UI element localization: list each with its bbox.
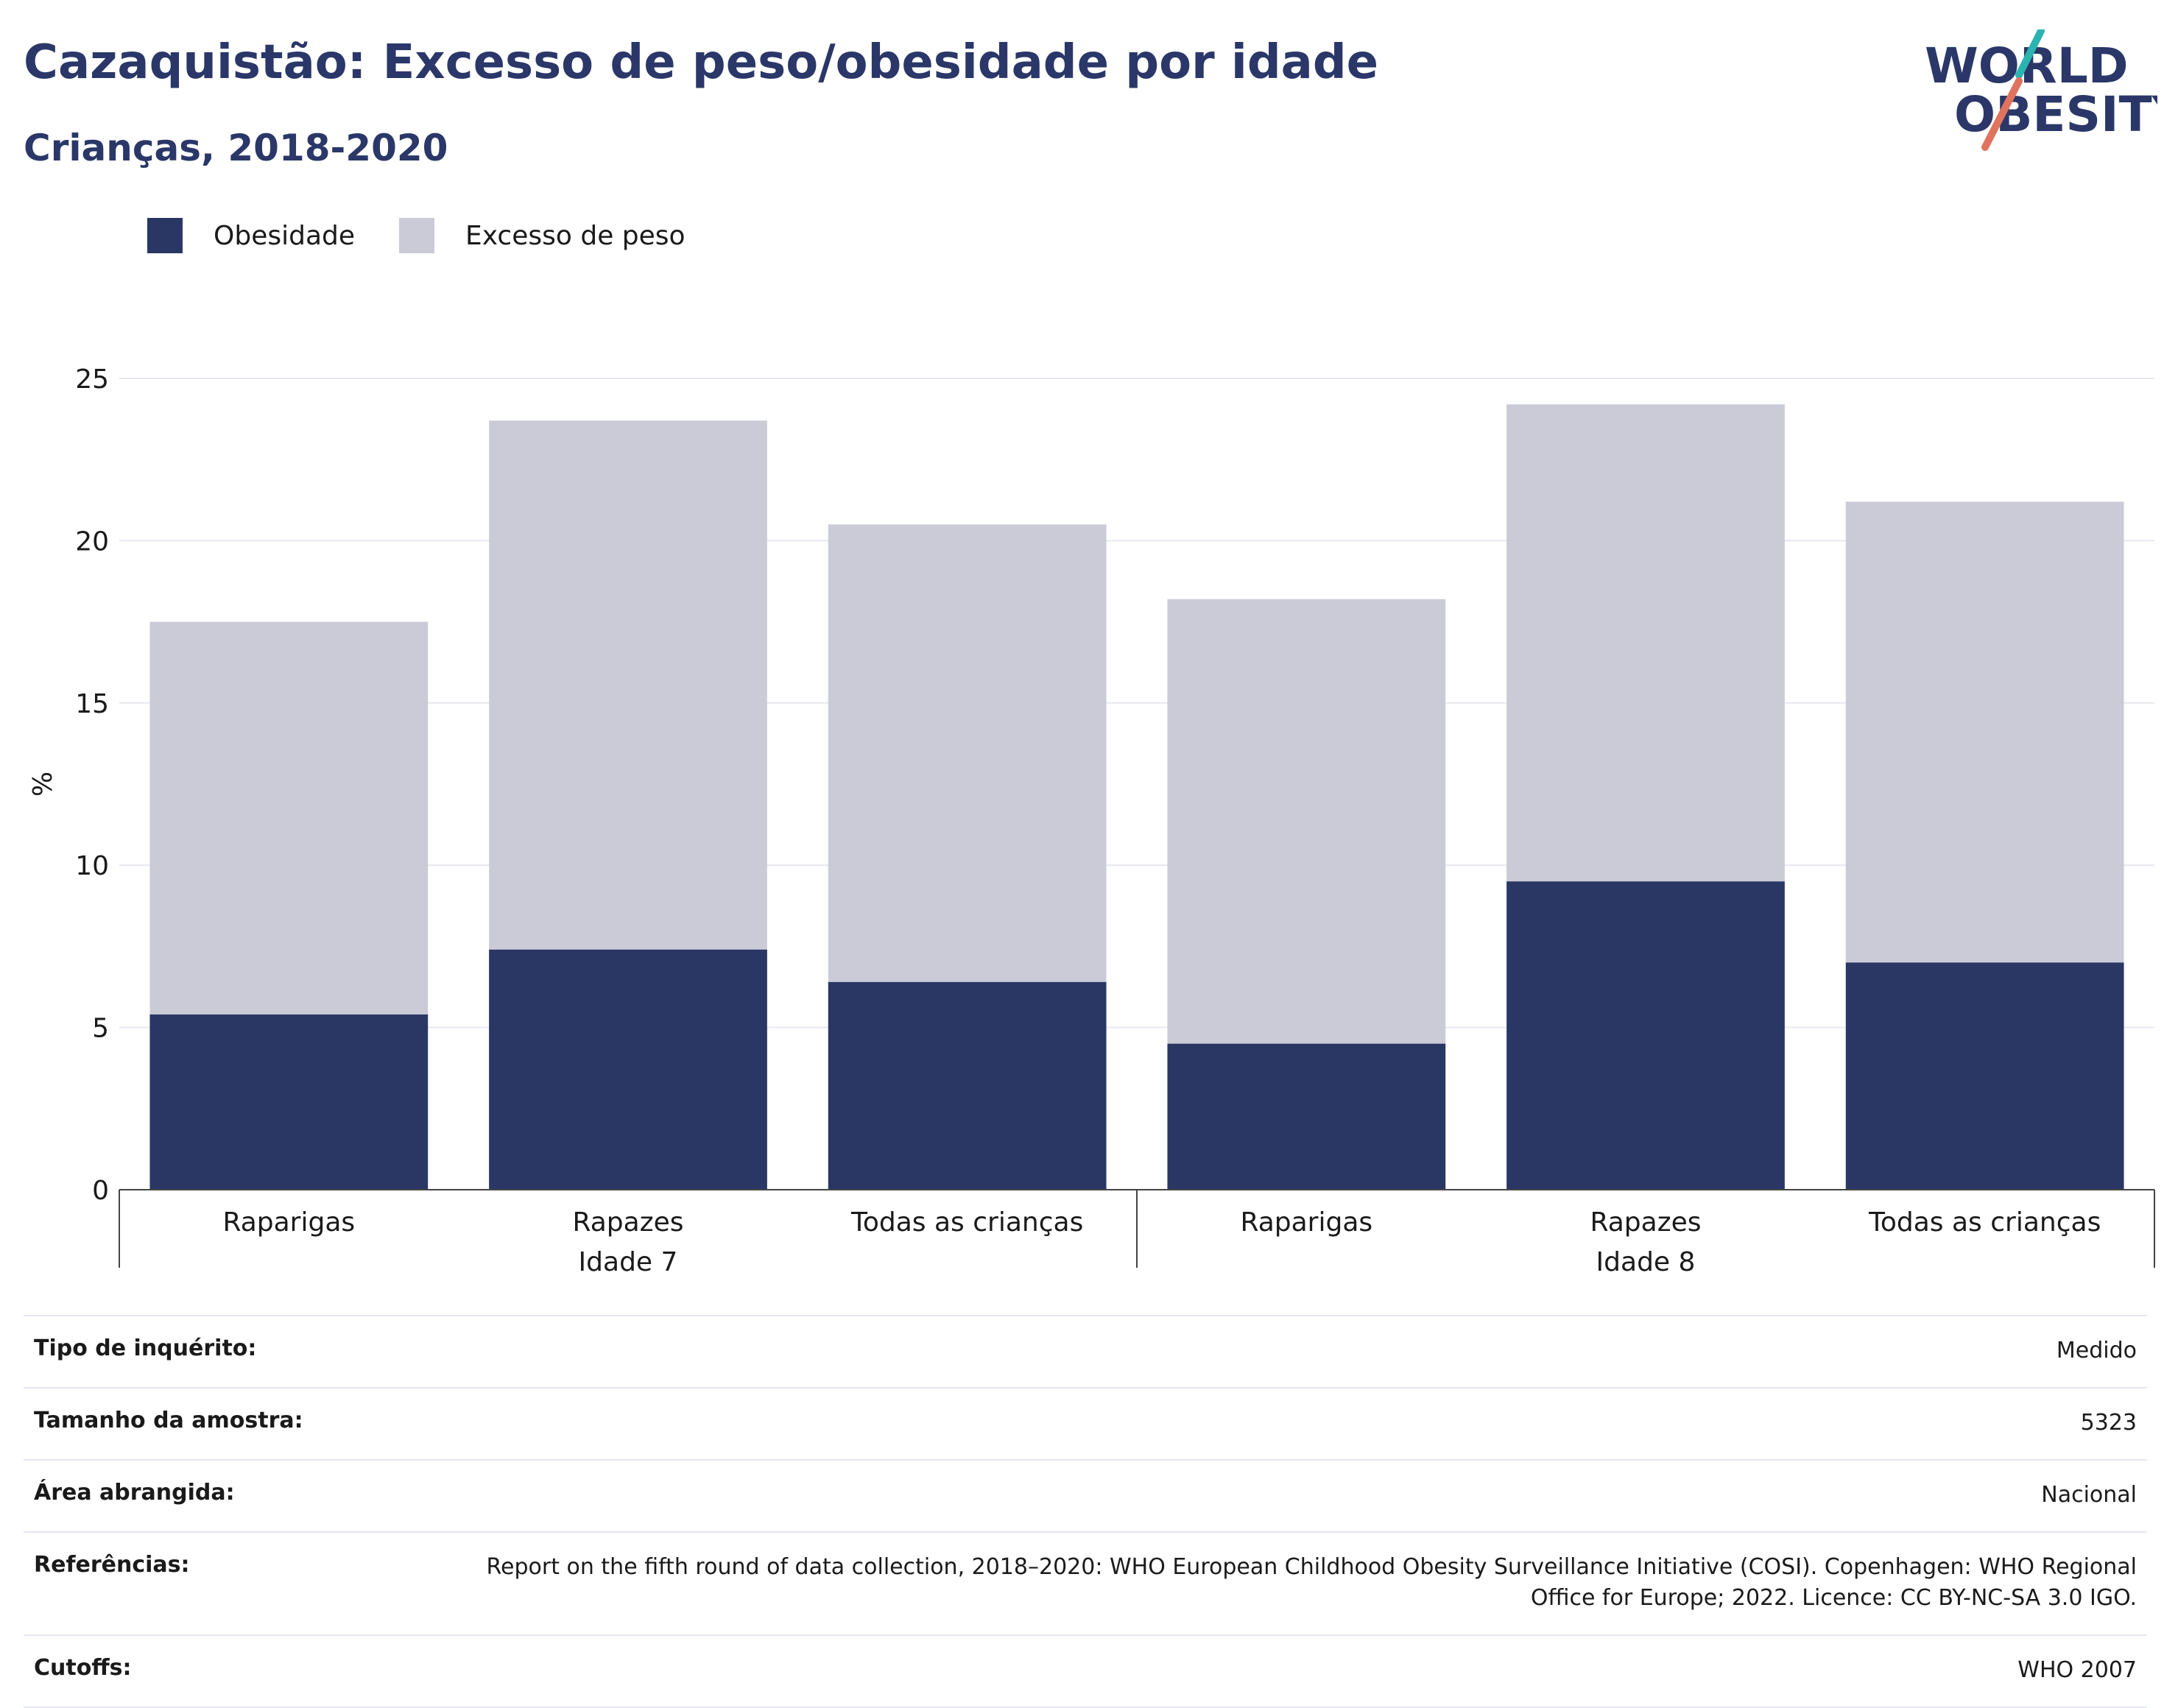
metadata-row-references: Referências: Report on the fifth round o… (24, 1531, 2147, 1634)
metadata-label: Cutoffs: (34, 1655, 132, 1681)
metadata-row-area: Área abrangida: Nacional (24, 1459, 2147, 1531)
legend-label-overweight: Excesso de peso (465, 220, 686, 251)
metadata-label: Tipo de inquérito: (34, 1335, 257, 1361)
bar-overweight (1167, 599, 1446, 1044)
metadata-value: WHO 2007 (2017, 1657, 2137, 1683)
legend-label-obesity: Obesidade (214, 220, 356, 251)
bar-overweight (828, 524, 1107, 982)
bar-obesity (1845, 962, 2124, 1190)
metadata-row-sample-size: Tamanho da amostra: 5323 (24, 1387, 2147, 1459)
bar-obesity (1167, 1043, 1446, 1190)
logo-slash-coral (1981, 77, 2023, 151)
chart-legend: Obesidade Excesso de peso (147, 218, 730, 253)
y-axis-label: % (28, 772, 58, 797)
bar-overweight (149, 621, 429, 1014)
legend-swatch-obesity (147, 218, 183, 253)
y-tick-label: 15 (75, 689, 109, 719)
x-tick-label: Rapazes (1590, 1207, 1702, 1238)
metadata-value: Nacional (2041, 1482, 2137, 1508)
bar-overweight (1506, 404, 1785, 882)
bar-obesity (828, 981, 1107, 1190)
legend-swatch-overweight (399, 218, 435, 253)
chart-subtitle: Crianças, 2018-2020 (24, 127, 448, 169)
y-tick-label: 25 (75, 364, 109, 395)
metadata-row-survey-type: Tipo de inquérito: Medido (24, 1315, 2147, 1387)
metadata-table: Tipo de inquérito: Medido Tamanho da amo… (24, 1315, 2147, 1708)
world-obesity-logo: WORLD OBESITY (1925, 29, 2157, 151)
x-tick-label: Rapazes (573, 1207, 684, 1238)
y-tick-label: 20 (75, 526, 109, 557)
metadata-row-cutoffs: Cutoffs: WHO 2007 (24, 1634, 2147, 1708)
y-tick-label: 5 (92, 1014, 109, 1044)
bar-chart: 0 5 10 15 20 25% Raparigas Rapazes Todas as cria… (28, 364, 2155, 1277)
legend-item-overweight[interactable]: Excesso de peso (399, 218, 686, 253)
group-label: Idade 8 (1596, 1247, 1696, 1277)
bar-overweight (489, 420, 767, 950)
bar-obesity (1506, 881, 1785, 1190)
x-tick-label: Todas as crianças (1868, 1207, 2101, 1238)
metadata-value: Report on the fifth round of data collec… (486, 1554, 2137, 1611)
chart-title: Cazaquistão: Excesso de peso/obesidade p… (24, 35, 1379, 90)
metadata-value: Medido (2056, 1338, 2137, 1363)
x-tick-label: Raparigas (1240, 1207, 1372, 1238)
legend-item-obesity[interactable]: Obesidade (147, 218, 355, 253)
logo-slash-teal (2015, 29, 2045, 79)
bar-overweight (1845, 501, 2124, 963)
metadata-label: Tamanho da amostra: (34, 1408, 303, 1433)
metadata-label: Referências: (34, 1552, 190, 1578)
y-tick-label: 10 (75, 851, 109, 881)
metadata-label: Área abrangida: (34, 1480, 235, 1506)
bar-obesity (149, 1014, 429, 1190)
y-tick-label: 0 (92, 1176, 109, 1206)
x-tick-label: Raparigas (222, 1207, 355, 1238)
x-tick-label: Todas as crianças (850, 1207, 1083, 1238)
bar-obesity (489, 949, 767, 1190)
metadata-value: 5323 (2080, 1410, 2137, 1436)
group-label: Idade 7 (579, 1247, 678, 1277)
logo-line-2: OBESITY (1954, 86, 2157, 143)
